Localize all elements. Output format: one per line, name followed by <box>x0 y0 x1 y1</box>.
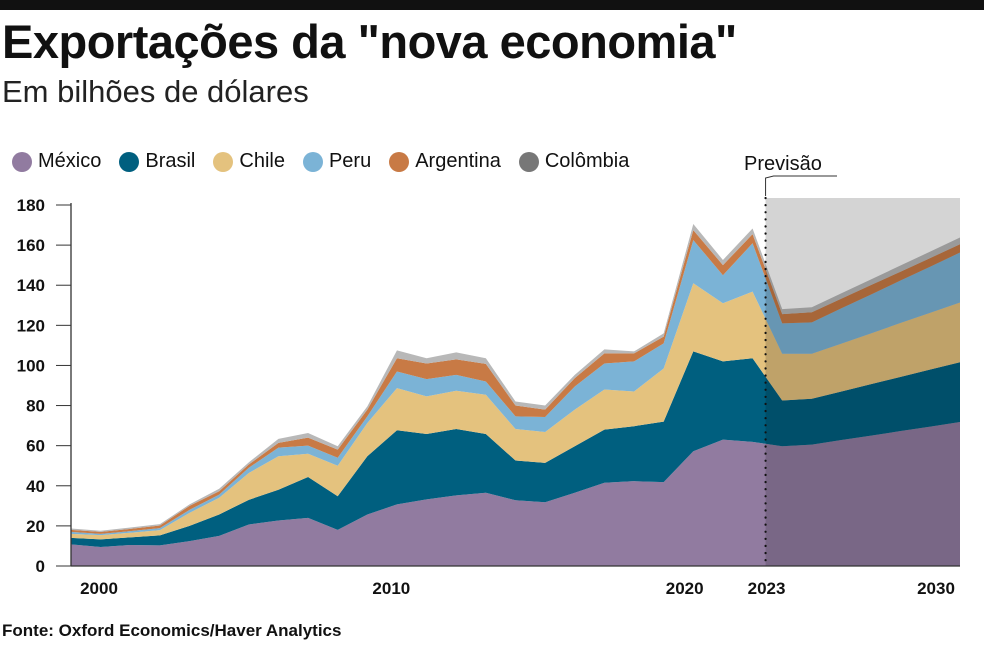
y-tick-label: 0 <box>36 557 45 576</box>
x-tick-label: 2030 <box>917 579 955 598</box>
x-tick-label: 2020 <box>666 579 704 598</box>
y-tick-label: 140 <box>17 276 45 295</box>
legend-label: Peru <box>328 150 372 172</box>
area-brasil <box>71 351 960 547</box>
x-tick-label: 2000 <box>80 579 118 598</box>
source-note: Fonte: Oxford Economics/Haver Analytics <box>2 621 342 640</box>
legend: México Brasil Chile Peru Argentina Colômbia <box>12 150 629 173</box>
y-tick-label: 120 <box>17 316 45 335</box>
legend-label: Chile <box>239 150 285 172</box>
y-tick-label: 100 <box>17 356 45 375</box>
y-tick-label: 80 <box>26 397 45 416</box>
legend-label: México <box>38 150 102 172</box>
legend-item: Peru <box>302 150 372 173</box>
legend-swatch <box>302 151 323 172</box>
legend-item: México <box>12 150 101 173</box>
legend-swatch <box>518 151 539 172</box>
y-tick-label: 160 <box>17 236 45 255</box>
area-chile <box>71 283 960 540</box>
y-tick-label: 40 <box>26 477 45 496</box>
legend-swatch <box>213 151 234 172</box>
legend-swatch <box>12 151 32 172</box>
chart-title: Exportações da "nova economia" <box>2 15 737 68</box>
forecast-label: Previsão <box>744 153 822 175</box>
legend-label: Colômbia <box>544 150 630 172</box>
y-tick-label: 20 <box>26 517 45 536</box>
forecast-callout-line <box>765 175 837 196</box>
legend-swatch <box>389 151 410 172</box>
legend-item: Argentina <box>389 150 501 173</box>
legend-item: Chile <box>213 150 285 173</box>
chart-subtitle: Em bilhões de dólares <box>2 74 309 109</box>
top-bar <box>0 0 984 10</box>
y-tick-label: 60 <box>26 437 45 456</box>
area-méxico <box>71 422 960 566</box>
legend-item: Brasil <box>119 150 195 173</box>
legend-swatch <box>119 151 140 172</box>
legend-label: Brasil <box>145 150 196 172</box>
legend-item: Colômbia <box>518 150 630 173</box>
x-tick-label: 2010 <box>372 579 410 598</box>
y-tick-label: 180 <box>17 196 45 215</box>
legend-label: Argentina <box>415 150 501 172</box>
x-tick-label: 2023 <box>748 579 786 598</box>
